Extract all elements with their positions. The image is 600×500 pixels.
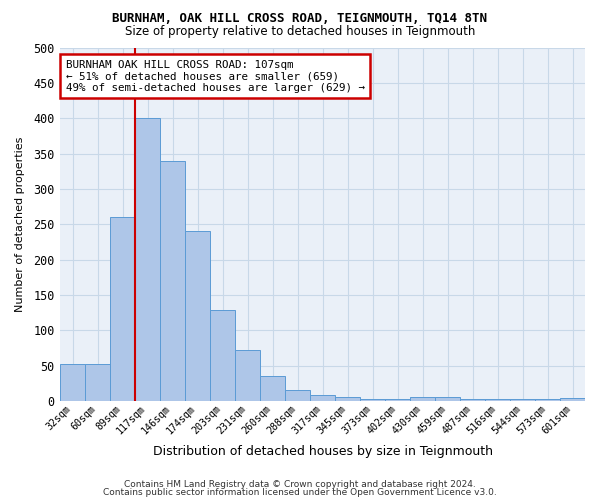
Bar (260, 376, 285, 401)
Bar (460, 398, 485, 401)
Bar (410, 396, 435, 401)
Bar (110, 217, 135, 401)
Bar (535, 400, 560, 401)
Bar (285, 390, 310, 401)
Text: Contains HM Land Registry data © Crown copyright and database right 2024.: Contains HM Land Registry data © Crown c… (124, 480, 476, 489)
Text: BURNHAM OAK HILL CROSS ROAD: 107sqm
← 51% of detached houses are smaller (659)
4: BURNHAM OAK HILL CROSS ROAD: 107sqm ← 51… (65, 60, 365, 93)
Bar (135, 118, 160, 401)
Bar (85, 364, 110, 401)
Text: Size of property relative to detached houses in Teignmouth: Size of property relative to detached ho… (125, 24, 475, 38)
Bar (185, 231, 210, 401)
Y-axis label: Number of detached properties: Number of detached properties (15, 136, 25, 312)
Bar (360, 398, 385, 401)
Bar (560, 398, 585, 401)
Bar (310, 395, 335, 401)
Bar (235, 350, 260, 401)
Bar (435, 398, 460, 401)
Bar (385, 398, 410, 401)
Bar (335, 398, 360, 401)
Bar (510, 400, 535, 401)
Text: BURNHAM, OAK HILL CROSS ROAD, TEIGNMOUTH, TQ14 8TN: BURNHAM, OAK HILL CROSS ROAD, TEIGNMOUTH… (113, 12, 487, 26)
Bar (60, 364, 85, 401)
X-axis label: Distribution of detached houses by size in Teignmouth: Distribution of detached houses by size … (152, 444, 493, 458)
Bar (160, 160, 185, 401)
Bar (485, 400, 510, 401)
Text: Contains public sector information licensed under the Open Government Licence v3: Contains public sector information licen… (103, 488, 497, 497)
Bar (210, 310, 235, 401)
